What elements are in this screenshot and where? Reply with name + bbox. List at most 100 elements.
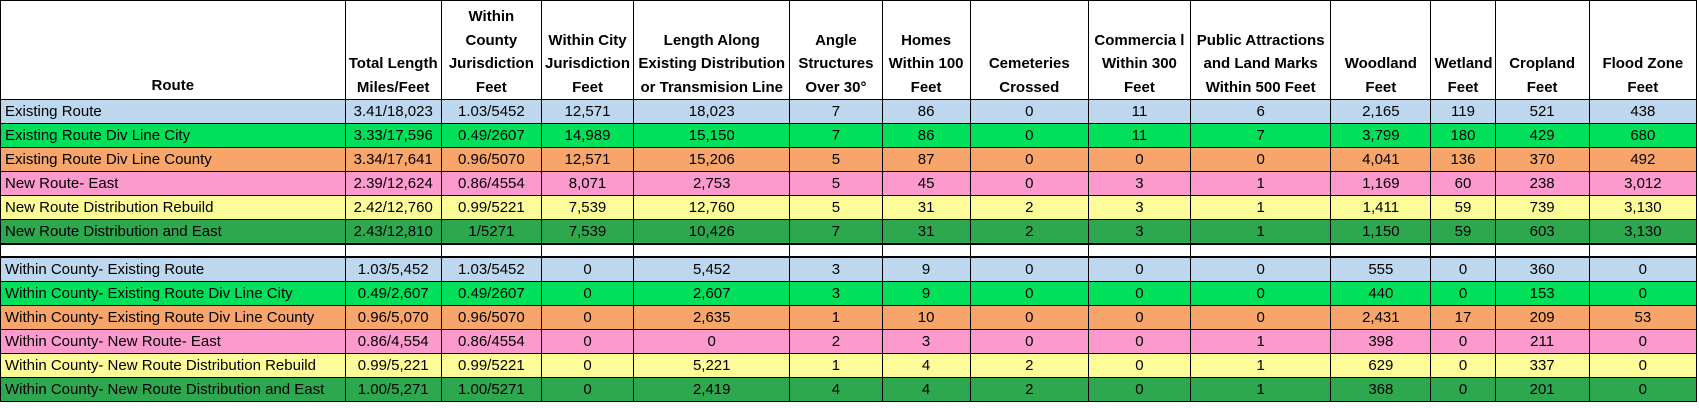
cell-angle: 7 <box>789 123 883 148</box>
header-commercial: Commercia l Within 300 Feet <box>1087 0 1192 100</box>
cell-city: 12,571 <box>540 147 635 172</box>
cell-flood: 3,130 <box>1588 219 1698 245</box>
cell-woodland: 1,150 <box>1330 219 1432 245</box>
cell-route: New Route Distribution Rebuild <box>0 195 346 220</box>
cell-cropland: 739 <box>1494 195 1590 220</box>
spacer-cell <box>1330 243 1432 258</box>
cell-route: Within County- Existing Route <box>0 256 346 282</box>
cell-total-length: 1.03/5,452 <box>344 256 442 282</box>
cell-commercial: 3 <box>1087 171 1192 196</box>
spacer-cell <box>881 243 971 258</box>
cell-cemeteries: 0 <box>969 171 1089 196</box>
cell-length-along: 2,753 <box>633 171 791 196</box>
table-row: Existing Route 3.41/18,023 1.03/5452 12,… <box>0 99 1698 124</box>
cell-woodland: 440 <box>1330 281 1432 306</box>
cell-public: 0 <box>1190 147 1332 172</box>
cell-flood: 680 <box>1588 123 1698 148</box>
cell-city: 7,539 <box>540 219 635 245</box>
cell-woodland: 2,431 <box>1330 305 1432 330</box>
spacer-cell <box>540 243 635 258</box>
cell-cemeteries: 2 <box>969 195 1089 220</box>
spacer-cell <box>440 243 542 258</box>
cell-total-length: 3.34/17,641 <box>344 147 442 172</box>
cell-flood: 438 <box>1588 99 1698 124</box>
cell-length-along: 2,635 <box>633 305 791 330</box>
cell-city: 12,571 <box>540 99 635 124</box>
header-county-jurisdiction: Within County Jurisdiction Feet <box>440 0 542 100</box>
cell-cemeteries: 0 <box>969 305 1089 330</box>
cell-flood: 492 <box>1588 147 1698 172</box>
cell-commercial: 11 <box>1087 99 1192 124</box>
cell-cemeteries: 2 <box>969 377 1089 402</box>
cell-total-length: 0.86/4,554 <box>344 329 442 354</box>
cell-length-along: 5,452 <box>633 256 791 282</box>
spacer-row <box>0 243 1698 258</box>
cell-flood: 3,012 <box>1588 171 1698 196</box>
cell-cropland: 209 <box>1494 305 1590 330</box>
cell-cemeteries: 0 <box>969 123 1089 148</box>
cell-wetland: 119 <box>1430 99 1496 124</box>
cell-angle: 2 <box>789 329 883 354</box>
header-flood-zone: Flood Zone Feet <box>1588 0 1698 100</box>
header-route: Route <box>0 0 346 100</box>
cell-cemeteries: 0 <box>969 99 1089 124</box>
header-cropland: Cropland Feet <box>1494 0 1590 100</box>
cell-cemeteries: 0 <box>969 281 1089 306</box>
header-public-attractions: Public Attractions and Land Marks Within… <box>1190 0 1332 100</box>
cell-commercial: 0 <box>1087 147 1192 172</box>
spacer-cell <box>1430 243 1496 258</box>
cell-woodland: 629 <box>1330 353 1432 378</box>
cell-route: New Route- East <box>0 171 346 196</box>
cell-route: Within County- New Route- East <box>0 329 346 354</box>
cell-woodland: 555 <box>1330 256 1432 282</box>
header-angle-structures: Angle Structures Over 30° <box>789 0 883 100</box>
cell-total-length: 0.49/2,607 <box>344 281 442 306</box>
cell-city: 0 <box>540 256 635 282</box>
cell-cropland: 603 <box>1494 219 1590 245</box>
cell-commercial: 0 <box>1087 377 1192 402</box>
spacer-cell <box>969 243 1089 258</box>
cell-total-length: 2.42/12,760 <box>344 195 442 220</box>
cell-county: 0.86/4554 <box>440 329 542 354</box>
cell-city: 0 <box>540 353 635 378</box>
spacer-cell <box>0 243 346 258</box>
cell-commercial: 0 <box>1087 305 1192 330</box>
cell-total-length: 0.96/5,070 <box>344 305 442 330</box>
cell-county: 1.00/5271 <box>440 377 542 402</box>
cell-cemeteries: 0 <box>969 329 1089 354</box>
table-row: Existing Route Div Line City 3.33/17,596… <box>0 123 1698 148</box>
cell-county: 0.49/2607 <box>440 123 542 148</box>
cell-city: 7,539 <box>540 195 635 220</box>
cell-woodland: 398 <box>1330 329 1432 354</box>
spacer-cell <box>789 243 883 258</box>
cell-total-length: 2.43/12,810 <box>344 219 442 245</box>
cell-homes: 9 <box>881 281 971 306</box>
cell-total-length: 3.33/17,596 <box>344 123 442 148</box>
cell-cemeteries: 2 <box>969 219 1089 245</box>
cell-length-along: 15,150 <box>633 123 791 148</box>
cell-route: Within County- Existing Route Div Line C… <box>0 281 346 306</box>
cell-commercial: 0 <box>1087 281 1192 306</box>
cell-flood: 3,130 <box>1588 195 1698 220</box>
header-homes: Homes Within 100 Feet <box>881 0 971 100</box>
cell-commercial: 0 <box>1087 353 1192 378</box>
table-row: Within County- New Route- East 0.86/4,55… <box>0 329 1698 354</box>
cell-length-along: 12,760 <box>633 195 791 220</box>
cell-route: Within County- New Route Distribution Re… <box>0 353 346 378</box>
spacer-cell <box>1494 243 1590 258</box>
spacer-cell <box>344 243 442 258</box>
cell-route: New Route Distribution and East <box>0 219 346 245</box>
cell-angle: 5 <box>789 171 883 196</box>
header-total-length: Total Length Miles/Feet <box>344 0 442 100</box>
cell-homes: 4 <box>881 353 971 378</box>
cell-woodland: 4,041 <box>1330 147 1432 172</box>
cell-wetland: 0 <box>1430 329 1496 354</box>
cell-woodland: 368 <box>1330 377 1432 402</box>
cell-route: Existing Route Div Line City <box>0 123 346 148</box>
table-row: Existing Route Div Line County 3.34/17,6… <box>0 147 1698 172</box>
header-row: Route Total Length Miles/Feet Within Cou… <box>0 0 1698 100</box>
cell-homes: 3 <box>881 329 971 354</box>
cell-homes: 9 <box>881 256 971 282</box>
cell-public: 1 <box>1190 195 1332 220</box>
